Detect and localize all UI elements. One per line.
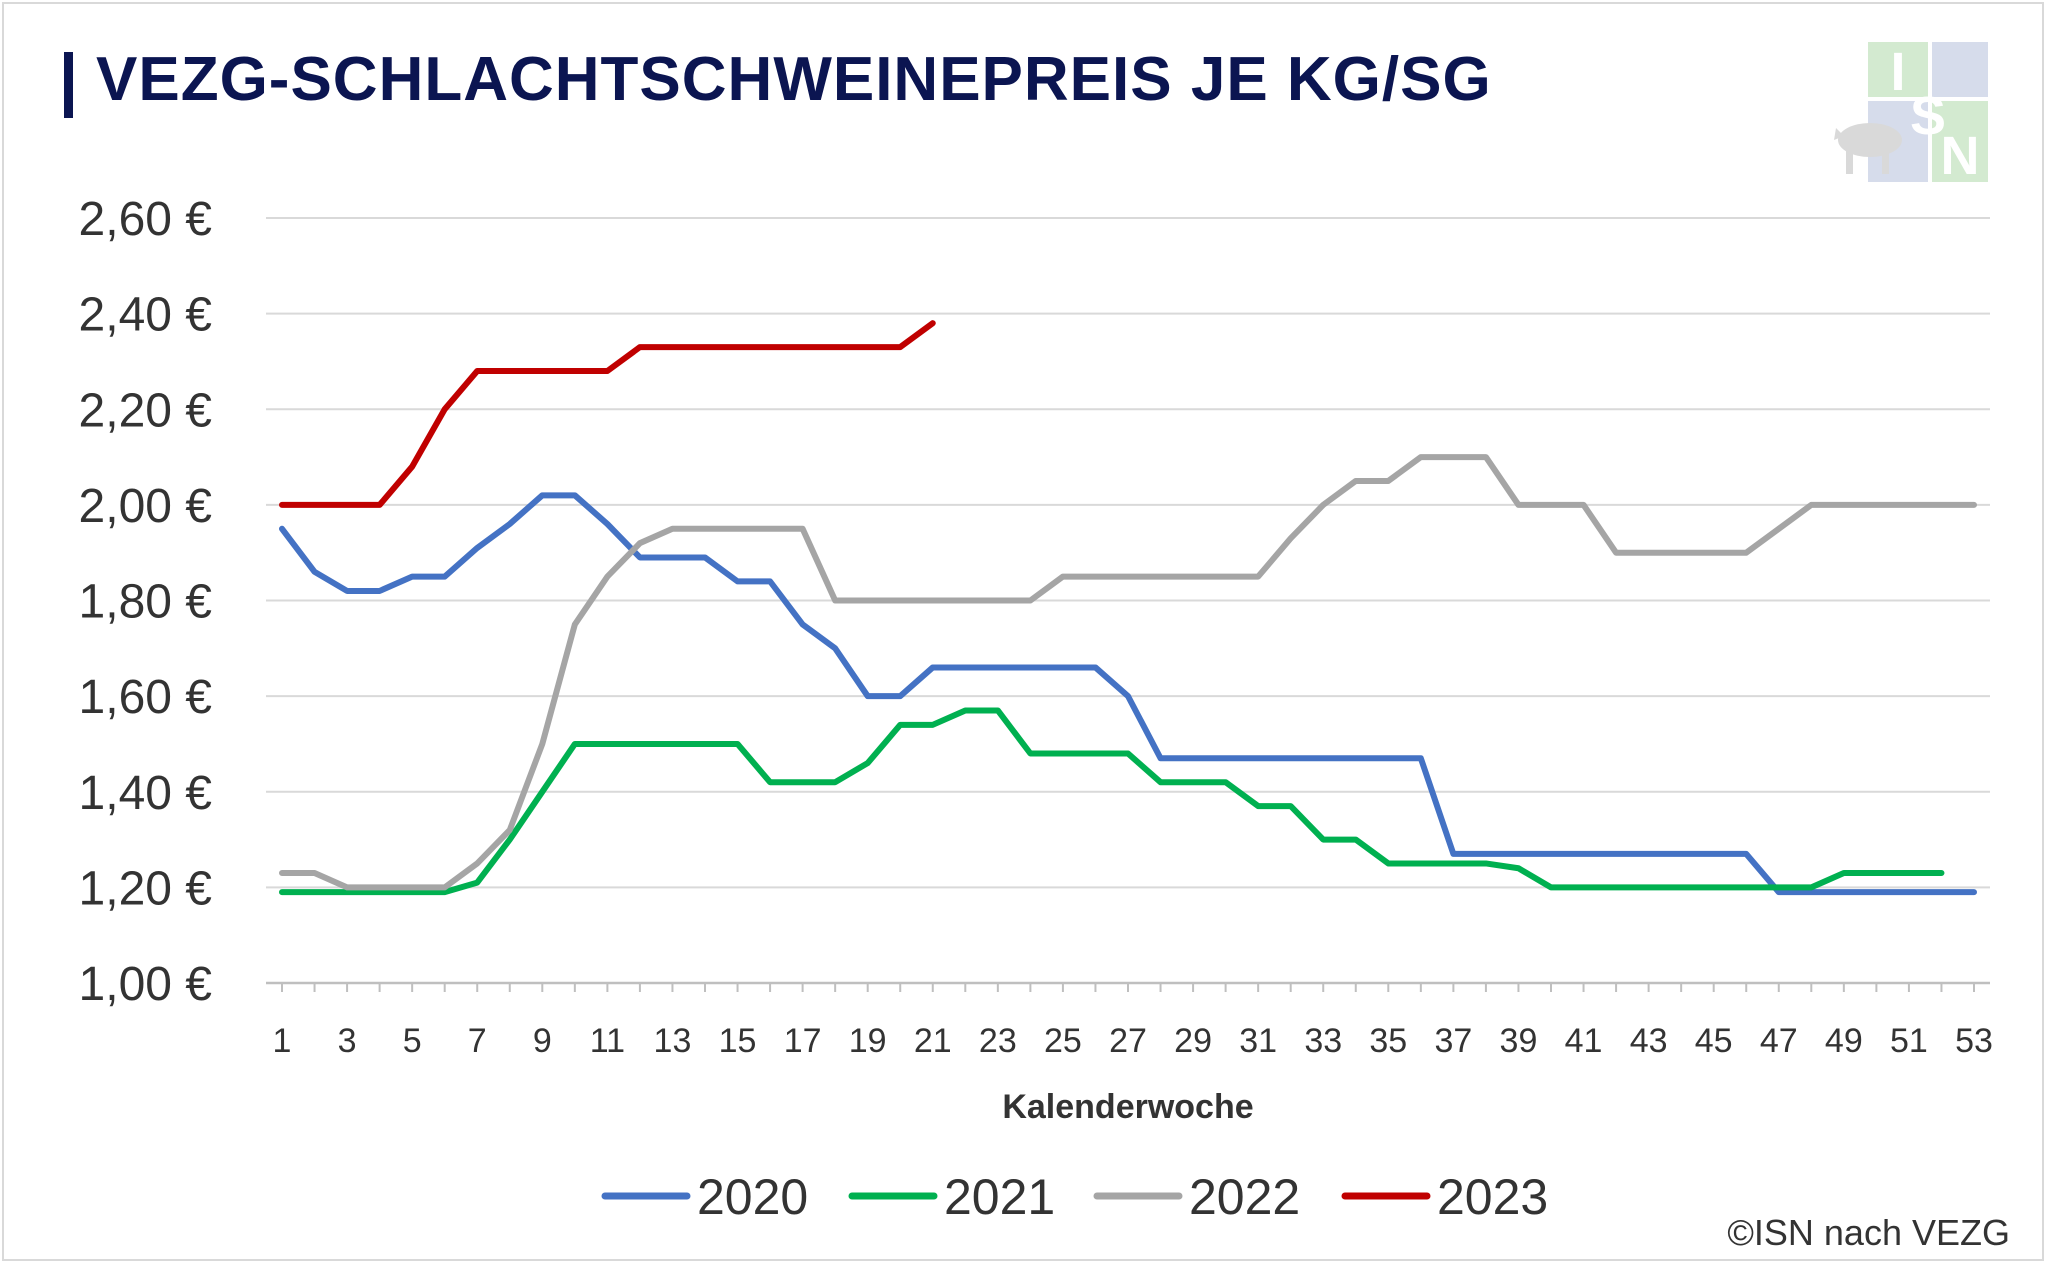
y-tick-label: 1,60 € [79, 671, 213, 724]
x-tick-label: 17 [784, 1022, 822, 1060]
x-tick-label: 23 [979, 1022, 1017, 1060]
source-credit: ©ISN nach VEZG [1727, 1212, 2010, 1253]
svg-text:S: S [1910, 86, 1946, 146]
x-tick-label: 7 [468, 1022, 487, 1060]
x-tick-label: 19 [849, 1022, 887, 1060]
x-tick-label: 33 [1304, 1022, 1342, 1060]
legend: 2020 2021 2022 2023 [601, 1169, 1548, 1225]
legend-label-2020: 2020 [697, 1169, 808, 1225]
x-tick-label: 11 [590, 1022, 625, 1060]
x-tick-label: 1 [273, 1022, 292, 1060]
series-line-2021 [279, 707, 1945, 896]
x-tick-label: 45 [1695, 1022, 1733, 1060]
y-tick-label: 2,60 € [79, 193, 213, 246]
y-tick-label: 2,00 € [79, 480, 213, 533]
y-tick-label: 2,20 € [79, 384, 213, 437]
legend-label-2022: 2022 [1189, 1169, 1300, 1225]
x-tick-label: 53 [1955, 1022, 1993, 1060]
y-tick-label: 1,20 € [79, 862, 213, 915]
title-accent-bar [64, 52, 73, 118]
x-tick-label: 39 [1500, 1022, 1538, 1060]
pig-icon [1834, 123, 1902, 174]
legend-label-2023: 2023 [1437, 1169, 1548, 1225]
x-tick-label: 3 [338, 1022, 357, 1060]
x-tick-label: 13 [654, 1022, 692, 1060]
isn-logo: I S N [1834, 42, 1988, 182]
x-tick-label: 27 [1109, 1022, 1147, 1060]
x-tick-label: 35 [1369, 1022, 1407, 1060]
x-tick-label: 9 [533, 1022, 552, 1060]
y-tick-label: 1,80 € [79, 576, 213, 629]
svg-text:N: N [1941, 126, 1980, 182]
x-tick-label: 43 [1630, 1022, 1668, 1060]
y-axis-ticks: 1,00 € 1,20 € 1,40 € 1,60 € 1,80 € 2,00 € 2,20… [79, 193, 213, 1011]
x-tick-label: 5 [403, 1022, 422, 1060]
series-lines [279, 320, 1977, 896]
legend-label-2021: 2021 [944, 1169, 1055, 1225]
x-tick-label: 29 [1174, 1022, 1212, 1060]
x-axis-ticks: 1 3 5 7 9 11 13 15 17 19 21 23 25 27 29 31 33 35 37 39 41 43 4… [273, 983, 1993, 1060]
gridlines [266, 217, 1990, 985]
x-axis-label: Kalenderwoche [1002, 1088, 1253, 1126]
x-tick-label: 51 [1890, 1022, 1928, 1060]
y-tick-label: 2,40 € [79, 289, 213, 342]
x-tick-label: 31 [1239, 1022, 1277, 1060]
svg-text:I: I [1890, 42, 1905, 102]
y-tick-label: 1,40 € [79, 767, 213, 820]
x-tick-label: 37 [1434, 1022, 1472, 1060]
x-tick-label: 41 [1565, 1022, 1603, 1060]
x-tick-label: 25 [1044, 1022, 1082, 1060]
y-tick-label: 1,00 € [79, 958, 213, 1011]
x-tick-label: 21 [914, 1022, 952, 1060]
series-line-2022 [279, 454, 1977, 891]
x-tick-label: 47 [1760, 1022, 1798, 1060]
x-tick-label: 49 [1825, 1022, 1863, 1060]
x-tick-label: 15 [719, 1022, 757, 1060]
series-line-2023 [279, 320, 936, 508]
series-line-2020 [279, 492, 1977, 896]
chart-title: VEZG-SCHLACHTSCHWEINEPREIS JE KG/SG [96, 45, 1492, 114]
